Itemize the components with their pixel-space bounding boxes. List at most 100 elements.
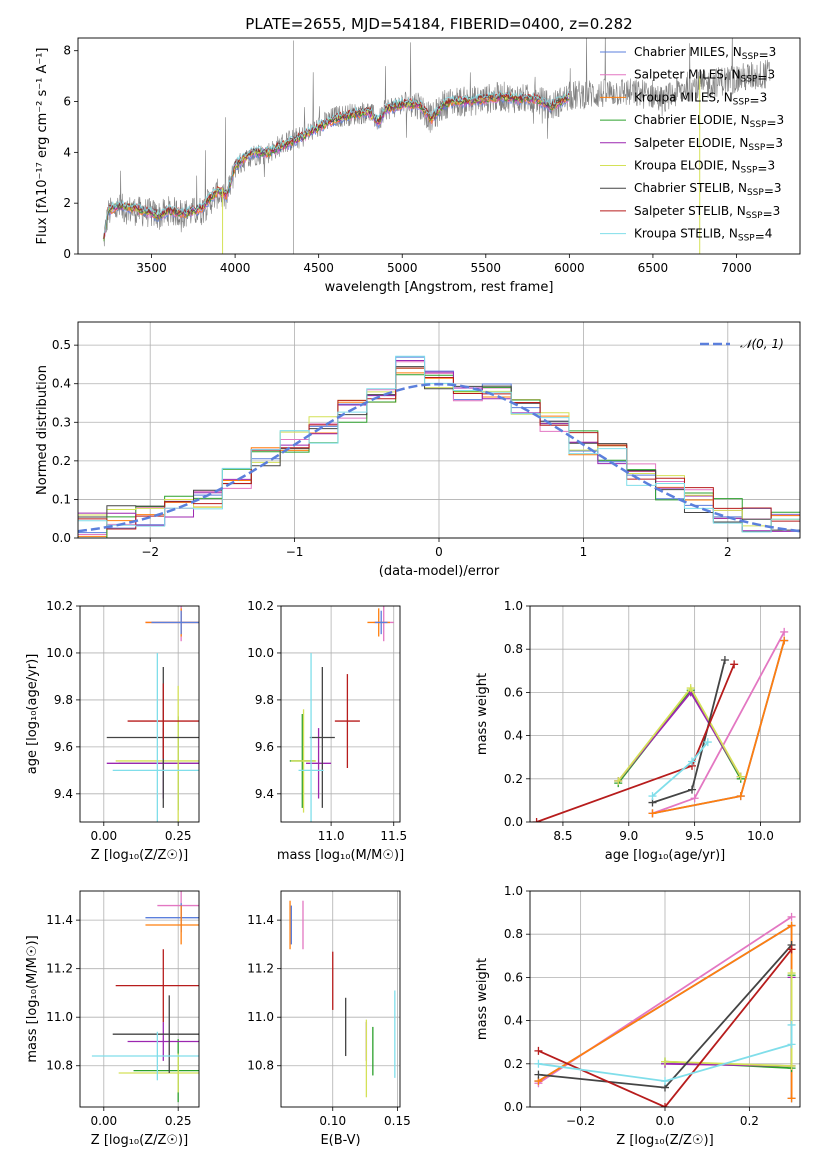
plot-area [534,912,796,1107]
weight-line [617,686,742,782]
x-tick-label: 6500 [638,261,669,275]
legend-entry-nssp-prefix: , N [730,181,747,195]
point-salpeter-elodie [306,728,332,799]
panel-age-vs-mass: 11.0 11.5 9.4 9.6 9.8 10.0 10.2 mass [log₁₀(M/M… [247,599,407,863]
weight-marker [787,1020,796,1029]
legend-entry-subscript: SSP [742,52,759,62]
y-tick-label: 11.0 [46,1010,73,1024]
weight-marker [690,794,699,803]
weight-marker [534,1046,543,1055]
legend-entry: Salpeter MILES, NSSP=3 [634,68,775,85]
x-tick-label: 0.00 [90,829,117,843]
weight-marker [648,792,657,801]
weights-kroupa-stelib [648,738,712,801]
point-chabrier-miles [151,610,199,635]
legend-entry-name: Chabrier MILES [634,45,725,59]
axes-frame [280,605,401,823]
x-tick-label: 0 [435,545,443,559]
model-line-kroupa-stelib [103,90,570,234]
legend-entry-equals: = [757,71,767,85]
axes-frame [77,321,801,539]
point-kroupa-stelib [298,652,324,822]
legend-entry-subscript: SSP [733,97,750,107]
panel-spectrum: 3500 4000 4500 5000 5500 6000 6500 7000 0 2 4 6 8 wav… [35,15,801,295]
weight-marker [736,772,745,781]
weights-kroupa-elodie [614,684,745,785]
y-tick-label: 0.4 [504,1014,523,1028]
legend-entry-nssp: 3 [769,45,777,59]
legend-entry-name: Chabrier ELODIE [634,113,733,127]
weight-marker [532,818,541,822]
legend-entry-nssp-prefix: , N [729,204,746,218]
x-tick-label: −1 [286,545,304,559]
y-tick-label: 10.2 [247,599,274,613]
legend-entry-nssp: 3 [777,113,785,127]
axes-frame [529,605,801,823]
legend-entry-nssp: 3 [767,159,775,173]
y-tick-label: 6 [63,95,71,109]
x-tick-label: 0.25 [165,1114,192,1128]
weight-marker [787,912,796,921]
legend-entry-nssp-prefix: , N [725,45,742,59]
x-axis-label: mass [log₁₀(M/M☉)] [277,848,404,863]
legend-entry-equals: = [766,116,776,130]
point-salpeter-elodie [127,1022,199,1061]
weights-kroupa-elodie [661,969,796,1070]
x-tick-label: −2 [141,545,159,559]
x-tick-label: 0.0 [655,1114,674,1128]
plot-area [102,38,771,254]
x-tick-label: 8.5 [553,829,572,843]
weight-marker [661,1103,669,1107]
plot-area [78,355,800,538]
weight-marker [686,684,695,693]
histogram-salpeter-elodie [78,359,800,532]
weight-marker [534,1070,543,1079]
weight-marker [787,945,796,954]
histogram-salpeter-stelib [78,367,800,530]
weight-marker [703,738,712,747]
legend: 𝒩(0, 1) [700,337,784,351]
y-axis-label: mass [log₁₀(M/M☉)] [25,935,40,1062]
weights-kroupa-miles [648,636,789,818]
panel-weight-vs-age: 8.5 9.0 9.5 10.0 0.0 0.2 0.4 0.6 0.8 1.0 age [log₁… [475,599,801,863]
legend-entry-subscript: SSP [750,120,767,130]
legend-entry-name: Kroupa MILES [634,90,716,104]
legend-entry: Kroupa ELODIE, NSSP=3 [634,159,775,176]
plot-area [532,627,789,822]
histogram-salpeter-miles [78,361,800,535]
panel-residuals: −2 −1 0 1 2 0.0 0.1 0.2 0.3 0.4 0.5 (data-model)/er… [35,321,801,579]
legend-entry-name: Salpeter STELIB [634,204,729,218]
weight-marker [730,660,739,669]
y-tick-label: 10.8 [247,1059,274,1073]
y-tick-label: 9.4 [54,787,73,801]
legend-entry-nssp-prefix: , N [724,159,741,173]
y-axis-label: Normed distribution [35,365,50,495]
plot-area [289,900,396,1098]
plot-area [91,891,199,1103]
weight-marker [534,1059,543,1068]
y-tick-label: 0.6 [504,970,523,984]
weights-salpeter-elodie [661,973,796,1070]
weight-marker [688,785,696,794]
axes-frame [280,890,401,1108]
weight-marker [614,776,623,785]
point-kroupa-elodie [291,709,317,813]
legend-entry-equals: = [763,207,773,221]
point-kroupa-elodie [115,685,199,822]
legend-entry-nssp-prefix: , N [716,90,733,104]
y-tick-label: 0.1 [52,492,71,506]
y-tick-label: 11.0 [247,1010,274,1024]
point-kroupa-stelib [112,652,199,822]
x-axis-label: E(B-V) [320,1133,360,1148]
y-axis-label: mass weight [475,958,490,1040]
legend-entry-name: Kroupa ELODIE [634,159,724,173]
x-axis-label: Z [log₁₀(Z/Z☉)] [91,1133,188,1148]
legend-entry: Chabrier STELIB, NSSP=3 [634,181,782,198]
y-tick-label: 11.4 [247,913,274,927]
weight-marker [736,792,745,801]
legend-entry: Salpeter STELIB, NSSP=3 [634,204,780,221]
y-tick-label: 0.6 [504,685,523,699]
weight-line [652,631,785,815]
y-tick-label: 10.2 [46,599,73,613]
